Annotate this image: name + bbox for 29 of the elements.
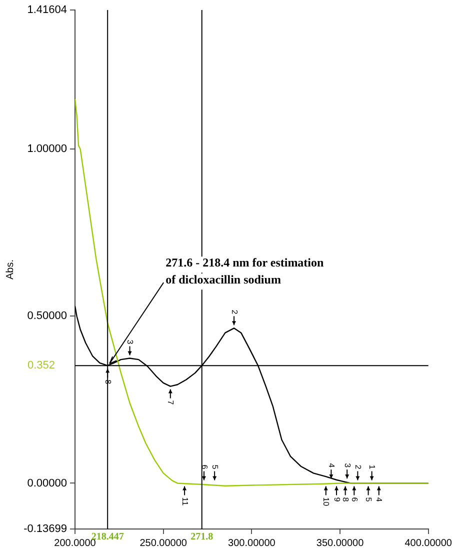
- annotation: 7: [166, 400, 176, 406]
- annotation: 3: [126, 340, 135, 345]
- annotation: 10: [322, 497, 331, 507]
- y-tick-label: 0.50000: [27, 310, 67, 322]
- annotation: 271.6 - 218.4 nm for estimation of dicloxacillin sodium: [166, 256, 324, 287]
- annotation: 8: [341, 497, 350, 502]
- x-tick-label: 300.00000: [228, 538, 276, 549]
- x-tick-label: 250.00000: [140, 538, 188, 549]
- annotation: 2: [230, 310, 239, 315]
- y-tick-label: -0.13699: [24, 523, 67, 536]
- x-tick-label: 400.00000: [404, 538, 452, 549]
- annotation: 4: [374, 497, 384, 502]
- y-tick-label: 0.00000: [27, 477, 67, 490]
- y-tick-label: 1.41604: [27, 4, 67, 16]
- annotation: 3: [342, 463, 352, 468]
- annotation: 5: [364, 497, 374, 502]
- annotation: 9: [332, 497, 342, 502]
- ref-line-label: 0.352: [27, 360, 55, 372]
- annotation: 1: [368, 464, 377, 470]
- y-tick-label: 1.00000: [27, 143, 67, 156]
- annotation: 2: [353, 464, 362, 470]
- y-axis-title: Abs.: [4, 259, 16, 280]
- annotation: 6: [350, 497, 359, 502]
- annotation: 11: [180, 497, 190, 506]
- annotation: 5: [210, 464, 220, 470]
- ref-line-label: 271.8: [190, 532, 214, 543]
- annotation: 4: [326, 463, 336, 468]
- annotation: 6: [200, 464, 209, 470]
- x-tick-label: 350.00000: [316, 538, 364, 549]
